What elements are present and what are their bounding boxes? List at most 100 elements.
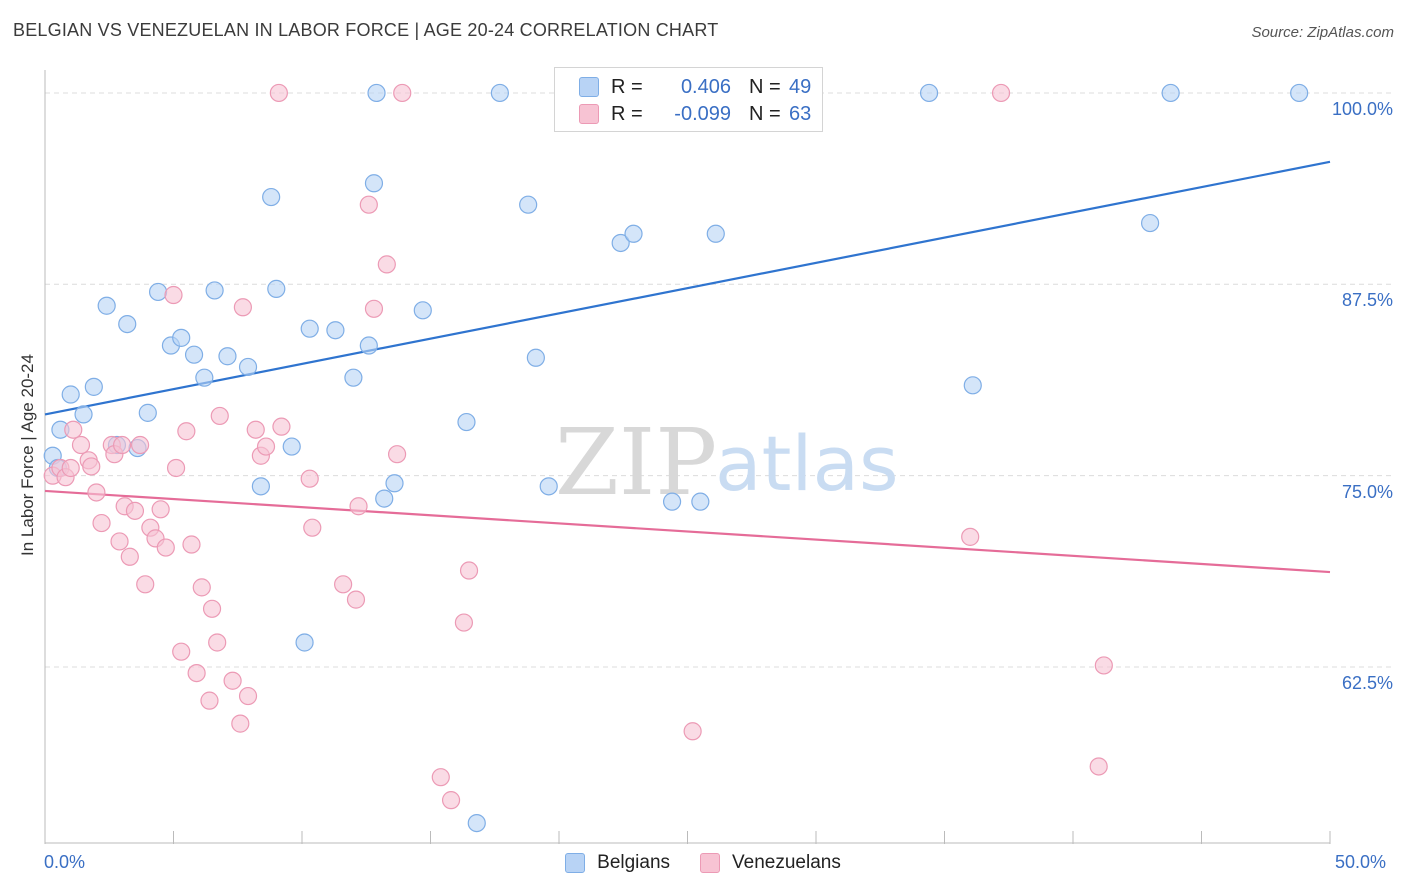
data-point-venezuelans (61, 458, 80, 478)
legend-r-label: R = (611, 102, 643, 125)
data-point-belgians (326, 321, 345, 340)
data-point-belgians (375, 489, 394, 508)
y-tick-label: 62.5% (1341, 672, 1393, 693)
data-point-belgians (457, 412, 476, 432)
data-point-belgians (490, 83, 509, 103)
data-point-belgians (262, 187, 281, 207)
data-point-belgians (359, 336, 378, 355)
series-swatch-belgians (565, 853, 586, 873)
data-points (43, 83, 1309, 833)
data-point-venezuelans (136, 575, 155, 594)
data-point-belgians (706, 224, 725, 243)
data-point-venezuelans (112, 435, 132, 455)
data-point-venezuelans (269, 83, 288, 103)
data-point-venezuelans (1094, 656, 1113, 675)
series-legend-venezuelans: Venezuelans (700, 852, 841, 874)
y-tick-label: 87.5% (1341, 290, 1393, 311)
data-point-belgians (919, 83, 939, 103)
legend-row-belgians: R = 0.406 N = 49 (579, 74, 811, 100)
data-point-belgians (184, 345, 204, 364)
data-point-belgians (611, 233, 630, 253)
data-point-belgians (367, 83, 386, 103)
data-point-belgians (138, 403, 157, 422)
trend-lines (44, 160, 1331, 574)
series-legend: Belgians Venezuelans (0, 852, 1406, 874)
data-point-venezuelans (130, 435, 150, 455)
series-swatch-venezuelans (700, 853, 721, 873)
data-point-venezuelans (334, 575, 353, 594)
watermark-zip: ZIP (555, 409, 717, 516)
data-point-venezuelans (71, 435, 91, 455)
x-tick-label-min: 0.0% (44, 852, 86, 872)
legend-n-label: N = (749, 102, 781, 125)
data-point-venezuelans (187, 663, 206, 683)
data-point-venezuelans (364, 299, 384, 318)
data-point-belgians (295, 633, 314, 652)
data-point-venezuelans (991, 83, 1011, 103)
data-point-venezuelans (300, 469, 319, 488)
data-point-belgians (238, 357, 258, 377)
chart-title: BELGIAN VS VENEZUELAN IN LABOR FORCE | A… (13, 20, 719, 40)
chart-source: Source: ZipAtlas.com (1251, 24, 1394, 41)
data-point-belgians (467, 814, 486, 833)
data-point-venezuelans (1089, 757, 1108, 776)
data-point-venezuelans (192, 578, 211, 597)
data-point-belgians (300, 319, 319, 338)
watermark: ZIP atlas (555, 409, 899, 516)
data-point-venezuelans (441, 791, 461, 810)
data-point-belgians (282, 437, 301, 456)
data-point-venezuelans (202, 599, 222, 618)
data-point-belgians (118, 314, 137, 334)
data-point-venezuelans (110, 532, 129, 551)
data-point-venezuelans (377, 255, 396, 274)
legend-swatch-belgians (579, 77, 599, 97)
series-label-belgians: Belgians (597, 852, 671, 873)
gridlines (45, 92, 1395, 668)
watermark-atlas: atlas (715, 419, 899, 508)
data-point-belgians (1140, 213, 1160, 233)
legend-r-label: R = (611, 75, 643, 98)
data-point-belgians (267, 279, 286, 298)
data-point-belgians (148, 282, 168, 302)
data-point-belgians (539, 477, 558, 496)
data-point-venezuelans (166, 458, 186, 478)
trend-line-venezuelans (44, 489, 1331, 574)
data-point-venezuelans (349, 497, 368, 516)
data-point-belgians (662, 492, 682, 511)
trend-line-belgians (44, 160, 1331, 416)
data-point-venezuelans (359, 195, 378, 214)
data-point-venezuelans (346, 590, 366, 609)
legend-swatch-venezuelans (579, 104, 599, 124)
data-point-venezuelans (683, 722, 702, 741)
x-tick-label-max: 50.0% (1335, 852, 1387, 872)
data-point-venezuelans (210, 406, 229, 426)
data-point-belgians (251, 477, 270, 496)
data-point-belgians (205, 281, 224, 300)
data-point-venezuelans (961, 527, 980, 546)
data-point-belgians (84, 377, 103, 396)
legend-n-label: N = (749, 75, 781, 98)
data-point-belgians (385, 474, 404, 493)
data-point-belgians (218, 347, 237, 366)
data-point-belgians (691, 492, 710, 511)
data-point-venezuelans (87, 483, 106, 502)
data-point-belgians (624, 224, 643, 243)
data-point-venezuelans (182, 535, 201, 554)
legend-r-value: 0.406 (680, 75, 731, 98)
data-point-belgians (364, 174, 384, 193)
data-point-venezuelans (303, 518, 322, 537)
data-point-belgians (519, 195, 538, 214)
data-point-belgians (344, 368, 363, 387)
data-point-belgians (526, 348, 545, 367)
data-point-belgians (172, 328, 191, 347)
data-point-venezuelans (164, 285, 183, 305)
data-point-venezuelans (200, 691, 219, 710)
data-point-venezuelans (256, 437, 276, 456)
data-point-belgians (97, 296, 116, 315)
data-point-venezuelans (454, 613, 474, 632)
legend-r-value: -0.099 (674, 102, 731, 125)
data-point-venezuelans (172, 642, 191, 661)
data-point-venezuelans (231, 714, 250, 733)
data-point-venezuelans (151, 500, 170, 519)
data-point-belgians (74, 405, 93, 424)
